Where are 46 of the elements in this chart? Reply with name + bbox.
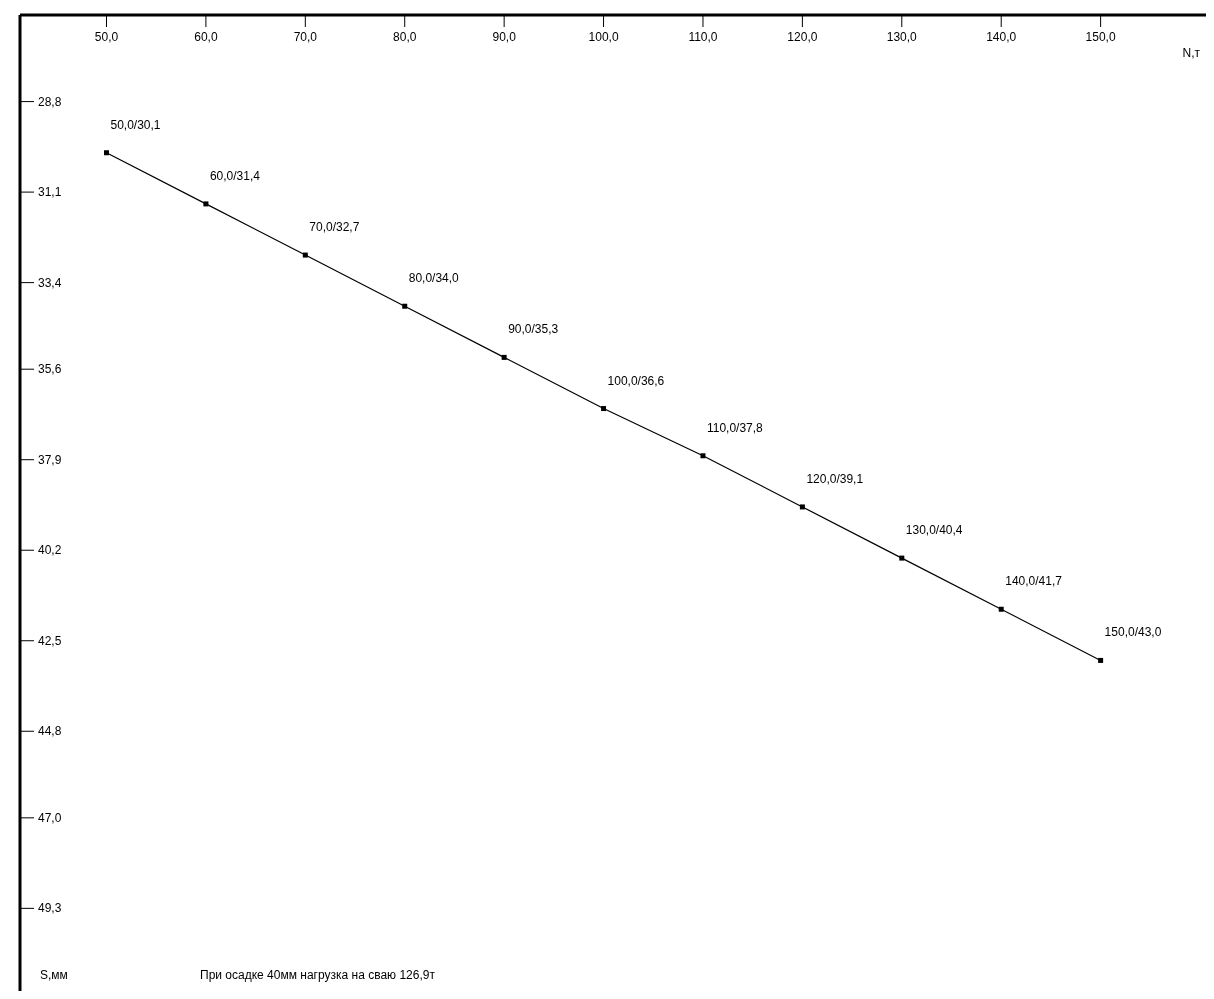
y-tick-label: 40,2	[38, 543, 62, 558]
y-tick-label: 42,5	[38, 633, 62, 648]
x-tick-label: 150,0	[1085, 30, 1116, 44]
y-axis-title: S,мм	[40, 968, 68, 982]
x-tick-label: 110,0	[688, 30, 718, 44]
point	[1098, 657, 1104, 663]
x-tick-label: 50,0	[94, 30, 119, 44]
y-tick-label: 47,0	[38, 810, 62, 825]
data-label: 130,0/40,4	[905, 523, 963, 538]
point	[103, 150, 109, 156]
point	[899, 555, 905, 561]
point	[700, 453, 706, 459]
y-tick-label: 37,9	[38, 452, 62, 467]
y-tick-label: 28,8	[38, 94, 62, 109]
x-tick-label: 60,0	[194, 30, 218, 44]
point	[998, 606, 1004, 612]
y-tick-label: 31,1	[38, 185, 62, 200]
y-tick-label: 33,4	[38, 275, 62, 290]
data-label: 60,0/31,4	[209, 168, 261, 183]
x-tick-label: 140,0	[986, 30, 1017, 44]
data-label: 80,0/34,0	[408, 271, 460, 286]
data-label: 70,0/32,7	[309, 220, 360, 235]
y-tick-label: 49,3	[38, 901, 62, 916]
point	[601, 406, 607, 412]
data-label: 100,0/36,6	[607, 373, 665, 388]
point	[302, 252, 308, 258]
point	[799, 504, 805, 510]
x-tick-label: 80,0	[393, 30, 417, 44]
annotation: При осадке 40мм нагрузка на сваю 126,9т	[200, 968, 436, 982]
data-label: 50,0/30,1	[110, 117, 161, 132]
x-tick-label: 130,0	[886, 30, 918, 44]
point	[203, 201, 209, 207]
x-tick-label: 70,0	[293, 30, 318, 44]
data-label: 90,0/35,3	[508, 322, 559, 337]
x-tick-label: 100,0	[588, 30, 619, 44]
x-tick-label: 90,0	[492, 30, 517, 44]
point	[501, 354, 507, 360]
data-label: 150,0/43,0	[1104, 625, 1162, 640]
data-label: 120,0/39,1	[806, 471, 864, 486]
y-tick-label: 44,8	[38, 724, 62, 739]
x-tick-label: 120,0	[787, 30, 818, 44]
data-label: 110,0/37,8	[706, 420, 764, 435]
data-label: 140,0/41,7	[1005, 574, 1063, 589]
point	[402, 303, 408, 309]
y-tick-label: 35,6	[38, 362, 62, 377]
x-axis-title: N,т	[1182, 46, 1201, 60]
